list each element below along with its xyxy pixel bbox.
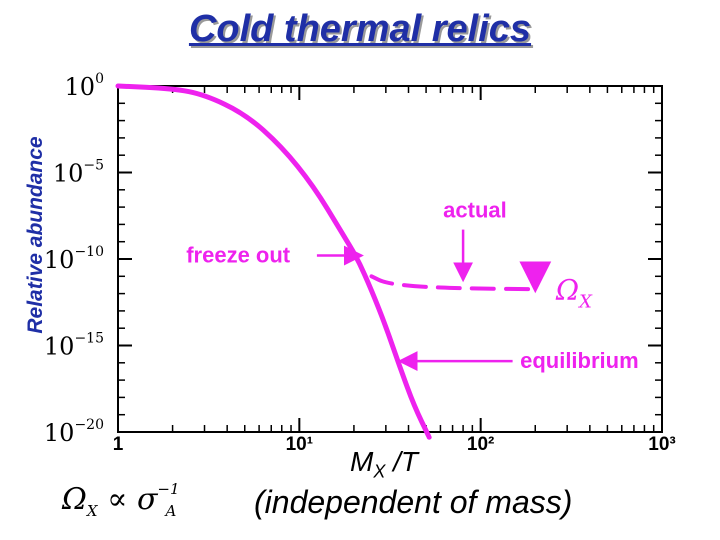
x-axis-label-main: M — [350, 446, 374, 477]
equilibrium-annotation: equilibrium — [520, 348, 639, 373]
actual-curve — [369, 258, 547, 294]
mass-independence-note: (independent of mass) — [254, 484, 573, 520]
x-axis-label: MX /T — [350, 446, 418, 483]
formula-rhs: σ — [136, 482, 158, 517]
formula-operator: ∝ — [97, 482, 137, 517]
formula-lhs-sub: X — [86, 502, 98, 520]
x-tick-label: 10¹ — [286, 434, 313, 455]
formula-lhs: Ω — [62, 482, 87, 517]
x-tick-label: 10³ — [648, 434, 675, 455]
y-tick-label: 10−20 — [44, 417, 104, 447]
omega-x-label: ΩX — [555, 273, 593, 312]
x-axis-label-sub: X — [373, 461, 386, 482]
x-axis-label-rest: /T — [385, 446, 419, 477]
formula-rhs-sup: −1 — [157, 480, 180, 498]
equilibrium-curve — [115, 83, 432, 440]
x-tick-label: 1 — [113, 434, 124, 455]
y-tick-label: 10−5 — [53, 158, 104, 188]
y-tick-label: 100 — [65, 71, 104, 101]
formula-rhs-sub: A — [165, 502, 177, 520]
x-tick-label: 10² — [467, 434, 494, 455]
y-tick-label: 10−15 — [44, 331, 104, 361]
freeze-out-annotation: freeze out — [186, 243, 291, 268]
relic-formula: ΩX ∝ σ−1 A — [62, 480, 180, 520]
actual-annotation: actual — [443, 198, 507, 223]
chart-title: Cold thermal relics — [188, 8, 532, 50]
y-tick-label: 10−10 — [44, 244, 104, 274]
